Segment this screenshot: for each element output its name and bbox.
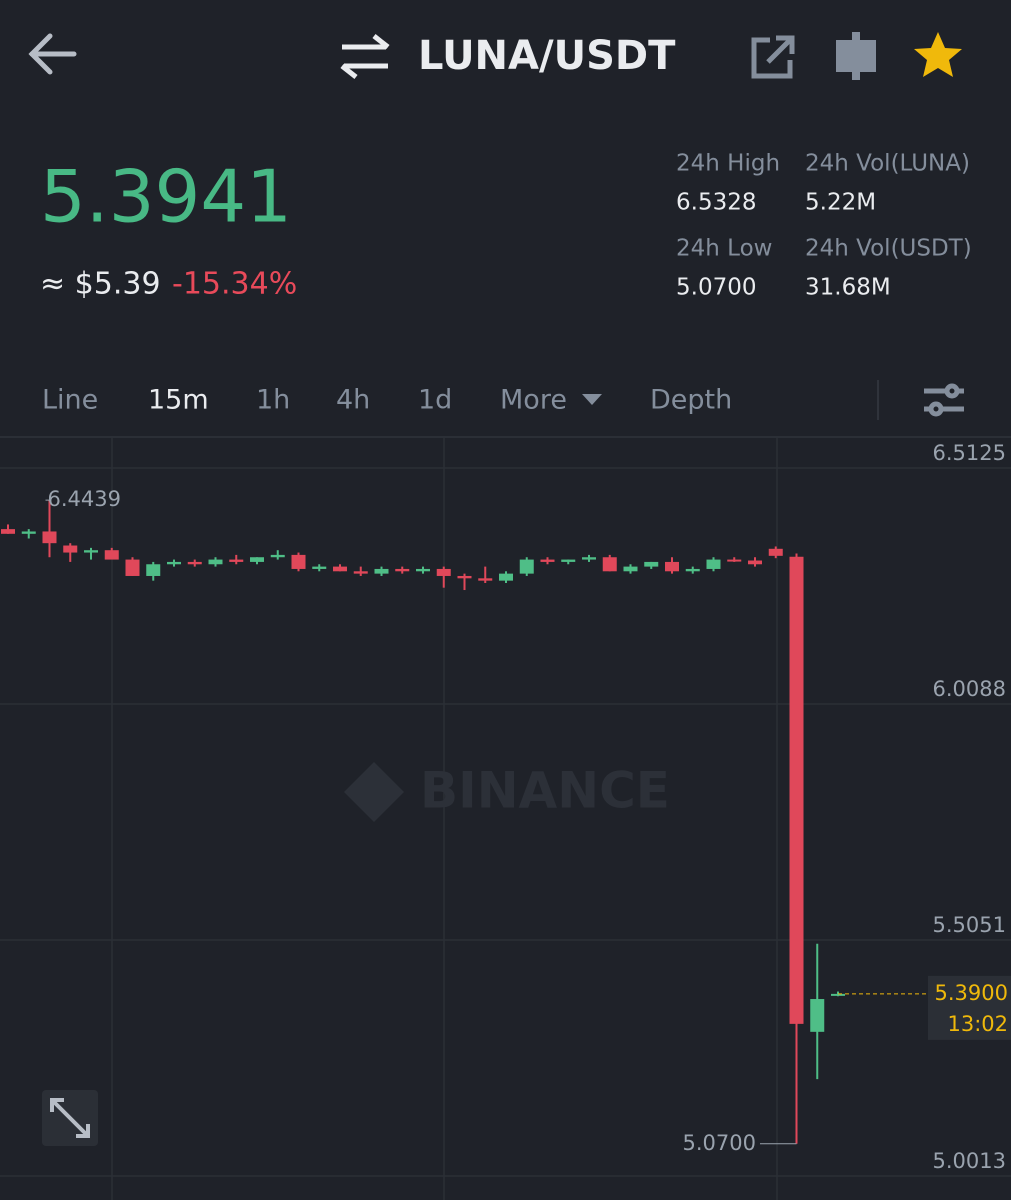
last-price-label: 5.3900 bbox=[935, 981, 1008, 1005]
candle-body bbox=[685, 568, 700, 572]
y-tick-label: 5.0013 bbox=[933, 1149, 1006, 1173]
price-change: -15.34% bbox=[172, 267, 297, 302]
candle-body bbox=[229, 559, 244, 562]
vertical-grid bbox=[111, 438, 778, 1200]
pair-title: LUNA/USDT bbox=[418, 33, 676, 79]
stat-value: 31.68M bbox=[805, 275, 891, 301]
candle-body bbox=[727, 559, 742, 562]
tab[interactable]: 15m bbox=[148, 385, 209, 416]
candle-body bbox=[374, 568, 389, 574]
swap-icon[interactable] bbox=[340, 34, 390, 79]
candle-body bbox=[436, 568, 451, 576]
watermark: BINANCE bbox=[420, 762, 670, 820]
favorite-star[interactable] bbox=[914, 32, 962, 77]
y-tick-label: 6.0088 bbox=[933, 677, 1006, 701]
stat-value: 5.0700 bbox=[676, 275, 756, 301]
tab[interactable]: 4h bbox=[336, 385, 370, 416]
share-icon[interactable] bbox=[751, 35, 795, 79]
candle-body bbox=[291, 554, 306, 569]
last-price: 5.3941 bbox=[40, 155, 292, 239]
candle-body bbox=[270, 554, 285, 558]
tab[interactable]: 1h bbox=[256, 385, 290, 416]
candle-body bbox=[602, 557, 617, 572]
tab[interactable]: Line bbox=[42, 385, 98, 416]
candle-body bbox=[333, 566, 347, 572]
candle-body bbox=[125, 559, 140, 576]
candle-body bbox=[187, 561, 202, 565]
candle-body bbox=[208, 559, 223, 565]
last-price-box bbox=[928, 975, 1011, 1040]
candle-body bbox=[499, 573, 513, 581]
dropdown-arrow bbox=[582, 394, 602, 405]
stat-label: 24h Vol(USDT) bbox=[805, 236, 972, 262]
tab[interactable]: Depth bbox=[650, 385, 732, 416]
candle-body bbox=[789, 556, 804, 1024]
settings-icon[interactable] bbox=[924, 383, 964, 417]
candle-body bbox=[665, 561, 679, 572]
candle-body bbox=[312, 566, 327, 569]
candle-body bbox=[395, 568, 410, 572]
expand-button[interactable] bbox=[42, 1090, 98, 1146]
candle-body bbox=[63, 545, 78, 553]
candle-body bbox=[561, 559, 576, 562]
candle-body bbox=[1, 529, 15, 534]
candle-body bbox=[706, 559, 721, 569]
candle-body bbox=[167, 561, 181, 565]
candle-body bbox=[250, 557, 264, 562]
candle-body bbox=[644, 561, 659, 567]
stat-value: 6.5328 bbox=[676, 190, 756, 216]
plot: 6.5125 6.0088 5.5051 5.0013 6.4439 5.0700 5.39… bbox=[0, 441, 1011, 1177]
candle-body bbox=[416, 568, 430, 572]
tab[interactable]: 1d bbox=[418, 385, 452, 416]
y-tick-label: 6.5125 bbox=[933, 441, 1006, 465]
stat-label: 24h Vol(LUNA) bbox=[805, 151, 970, 177]
split-icon[interactable] bbox=[836, 32, 876, 80]
y-tick-label: 5.5051 bbox=[933, 913, 1006, 937]
high-marker-label: 6.4439 bbox=[48, 487, 121, 511]
stat-label: 24h Low bbox=[676, 236, 772, 262]
candle-body bbox=[478, 578, 493, 581]
watermark-logo bbox=[344, 762, 404, 822]
candle-body bbox=[810, 999, 825, 1032]
candle-body bbox=[457, 575, 472, 579]
candle-body bbox=[21, 531, 36, 534]
candle-body bbox=[146, 564, 161, 576]
stat-label: 24h High bbox=[676, 151, 780, 177]
candle-body bbox=[353, 571, 368, 574]
candle-body bbox=[748, 560, 762, 565]
candle-body bbox=[540, 559, 555, 562]
candle-body bbox=[519, 559, 534, 574]
countdown: 13:02 bbox=[947, 1012, 1008, 1036]
candle-body bbox=[831, 993, 845, 996]
candle-body bbox=[582, 557, 596, 560]
candle-body bbox=[623, 566, 638, 572]
low-marker-label: 5.0700 bbox=[683, 1131, 756, 1155]
candle-body bbox=[84, 550, 98, 553]
tab[interactable]: More bbox=[500, 385, 567, 416]
stat-value: 5.22M bbox=[805, 190, 876, 216]
candle-body bbox=[104, 550, 119, 560]
back-button[interactable] bbox=[28, 33, 77, 75]
candle-body bbox=[42, 531, 57, 544]
fiat-price: ≈ $5.39 bbox=[40, 267, 161, 302]
candle-body bbox=[768, 548, 783, 556]
